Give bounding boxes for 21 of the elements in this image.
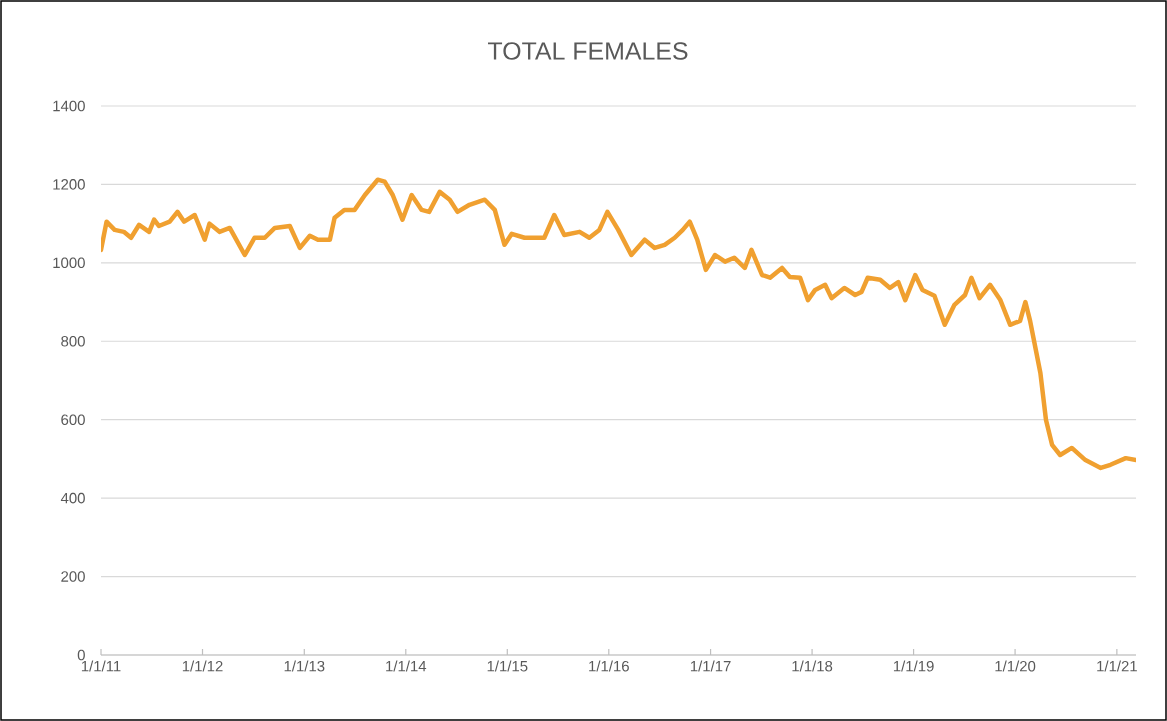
y-tick-label: 800 bbox=[61, 335, 85, 347]
x-tick-label: 1/1/21 bbox=[1097, 660, 1137, 672]
y-tick-label: 200 bbox=[61, 571, 85, 582]
y-tick-label: 600 bbox=[61, 414, 85, 425]
line-series bbox=[101, 177, 1137, 471]
x-tick-label: 1/1/20 bbox=[995, 660, 1036, 672]
x-tick-label: 1/1/12 bbox=[182, 660, 223, 672]
y-tick-label: 400 bbox=[60, 492, 85, 504]
x-tick-label: 1/1/13 bbox=[284, 660, 325, 672]
x-tick-label: 1/1/18 bbox=[792, 660, 833, 672]
x-tick-label: 1/1/11 bbox=[81, 660, 121, 672]
x-tick-label: 1/1/16 bbox=[589, 660, 629, 672]
x-tick-label: 1/1/15 bbox=[487, 660, 528, 672]
y-tick-label: 1400 bbox=[53, 100, 85, 112]
y-tick-label: 0 bbox=[77, 649, 85, 661]
x-tick-label: 1/1/19 bbox=[893, 660, 934, 672]
chart-title: TOTAL FEMALES bbox=[487, 42, 688, 60]
x-tick-label: 1/1/14 bbox=[386, 660, 427, 672]
y-tick-label: 1200 bbox=[53, 179, 85, 190]
x-tick-label: 1/1/17 bbox=[690, 660, 731, 672]
y-tick-label: 1000 bbox=[53, 257, 85, 269]
